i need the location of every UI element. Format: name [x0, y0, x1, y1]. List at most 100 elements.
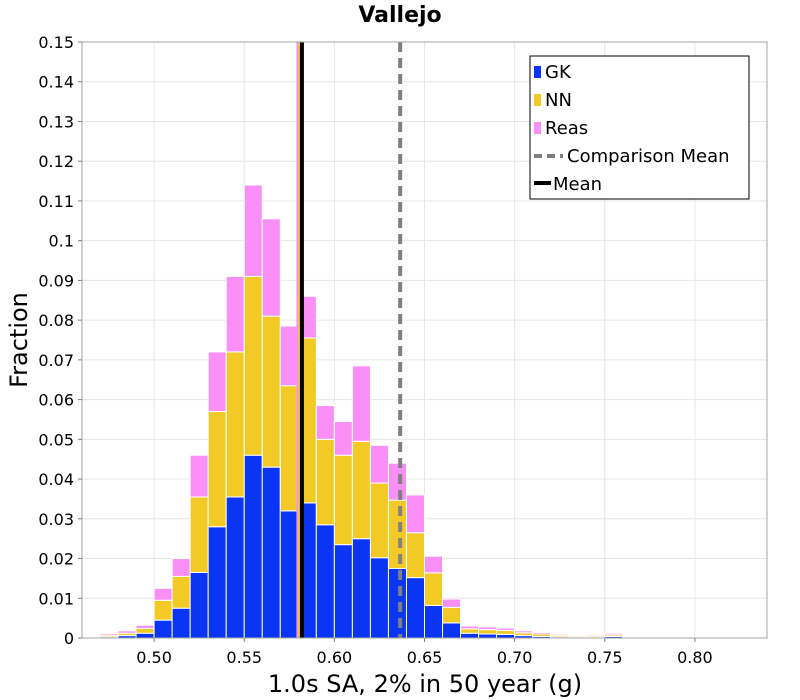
bar-reas — [351, 365, 371, 442]
x-tick-label: 0.65 — [407, 648, 443, 667]
y-tick-label: 0 — [64, 629, 74, 648]
bar-gk — [135, 632, 155, 639]
bar-gk — [387, 567, 407, 639]
bar-reas — [387, 462, 407, 501]
legend-label-gk: GK — [545, 62, 572, 83]
bar-reas — [604, 632, 624, 636]
bar-gk — [333, 544, 353, 639]
bar-gk — [405, 577, 426, 639]
bar-reas — [460, 625, 480, 630]
y-tick-label: 0.13 — [38, 112, 74, 131]
bar-reas — [424, 555, 444, 574]
y-axis-label: Fraction — [5, 292, 33, 388]
bar-gk — [424, 604, 444, 639]
bar-nn — [261, 315, 281, 468]
legend-label-nn: NN — [545, 90, 572, 111]
bar-nn — [225, 351, 245, 498]
bar-gk — [171, 607, 191, 639]
bar-reas — [279, 325, 299, 387]
bar-nn — [153, 599, 173, 621]
bar-reas — [333, 420, 353, 456]
vertical-lines — [296, 42, 403, 638]
bar-gk — [189, 571, 209, 639]
legend-label-reas: Reas — [545, 118, 588, 139]
bar-reas — [442, 598, 462, 608]
bar-gk — [442, 622, 462, 639]
bar-reas — [315, 405, 335, 440]
bar-reas — [622, 635, 642, 637]
bar-nn — [424, 572, 444, 606]
bar-gk — [460, 632, 480, 639]
y-tick-label: 0.15 — [38, 33, 74, 52]
bar-gk — [351, 538, 371, 639]
y-tick-label: 0.08 — [38, 311, 74, 330]
bar-nn — [405, 532, 426, 579]
x-tick-label: 0.75 — [587, 648, 623, 667]
y-tick-label: 0.09 — [38, 271, 74, 290]
legend-swatch-nn — [534, 94, 541, 106]
y-tick-label: 0.1 — [49, 232, 74, 251]
bar-reas — [369, 444, 389, 484]
bar-reas — [568, 634, 588, 637]
legend: GK NN Reas Comparison Mean Mean — [529, 55, 750, 200]
chart-title: Vallejo — [358, 3, 441, 28]
x-tick-label: 0.60 — [317, 648, 353, 667]
bar-gk — [315, 524, 335, 639]
bar-nn — [387, 499, 407, 569]
y-tick-label: 0.12 — [38, 152, 74, 171]
bar-nn — [207, 411, 227, 528]
y-tick-label: 0.06 — [38, 391, 74, 410]
bar-reas — [207, 351, 227, 413]
bar-nn — [369, 482, 389, 559]
legend-box — [529, 55, 750, 200]
bar-nn — [135, 627, 155, 634]
legend-label-comparison-mean: Comparison Mean — [567, 146, 730, 167]
x-tick-label: 0.70 — [497, 648, 533, 667]
bar-reas — [514, 630, 534, 634]
bar-gk — [369, 557, 389, 639]
y-tick-label: 0.03 — [38, 510, 74, 529]
bar-nn — [496, 629, 516, 635]
y-tick-label: 0.05 — [38, 430, 74, 449]
x-axis: 0.50 0.55 0.60 0.65 0.70 0.75 0.80 — [136, 638, 713, 667]
bar-nn — [243, 275, 263, 456]
bar-nn — [315, 438, 335, 526]
y-tick-label: 0.01 — [38, 589, 74, 608]
bar-reas — [99, 633, 119, 636]
bar-nn — [478, 629, 498, 635]
bar-nn — [333, 454, 353, 546]
bar-gk — [207, 526, 227, 639]
y-axis: 0 0.01 0.02 0.03 0.04 0.05 0.06 0.07 0.08 0.09 0.1… — [38, 33, 82, 648]
legend-swatch-reas — [534, 122, 541, 134]
bar-reas — [81, 635, 101, 638]
bar-gk — [243, 454, 263, 639]
bar-reas — [171, 558, 191, 577]
x-tick-label: 0.80 — [677, 648, 713, 667]
bar-nn — [171, 575, 191, 609]
x-tick-label: 0.55 — [226, 648, 262, 667]
x-tick-label: 0.50 — [136, 648, 172, 667]
bar-gk — [496, 633, 516, 639]
bar-reas — [243, 184, 263, 277]
bar-reas — [496, 627, 516, 631]
bar-gk — [261, 466, 281, 639]
bar-reas — [405, 494, 426, 534]
bar-reas — [135, 624, 155, 629]
bar-reas — [550, 633, 570, 636]
legend-swatch-gk — [534, 66, 541, 78]
bar-gk — [279, 510, 299, 639]
bar-gk — [153, 619, 173, 639]
bar-reas — [225, 275, 245, 353]
bar-reas — [261, 218, 281, 317]
bar-reas — [117, 630, 137, 634]
y-tick-label: 0.14 — [38, 73, 74, 92]
y-tick-label: 0.07 — [38, 351, 74, 370]
bar-reas — [532, 631, 552, 635]
bar-nn — [189, 496, 209, 573]
bar-gk — [225, 496, 245, 639]
bar-gk — [478, 633, 498, 639]
bar-reas — [478, 626, 498, 631]
bar-nn — [351, 440, 371, 540]
x-axis-label: 1.0s SA, 2% in 50 year (g) — [268, 670, 582, 698]
